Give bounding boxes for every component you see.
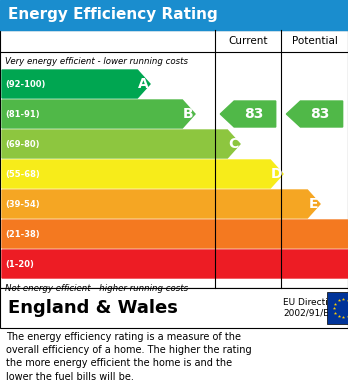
Text: The energy efficiency rating is a measure of the
overall efficiency of a home. T: The energy efficiency rating is a measur… bbox=[6, 332, 252, 382]
Polygon shape bbox=[2, 220, 348, 248]
Text: 83: 83 bbox=[310, 107, 330, 121]
Text: (92-100): (92-100) bbox=[5, 79, 45, 88]
Text: Potential: Potential bbox=[292, 36, 338, 46]
Text: England & Wales: England & Wales bbox=[8, 299, 178, 317]
Text: (69-80): (69-80) bbox=[5, 140, 40, 149]
Bar bbox=[0, 0, 348, 30]
Text: (81-91): (81-91) bbox=[5, 109, 40, 118]
Text: 83: 83 bbox=[244, 107, 263, 121]
Text: (1-20): (1-20) bbox=[5, 260, 34, 269]
Text: Energy Efficiency Rating: Energy Efficiency Rating bbox=[8, 7, 218, 23]
Text: EU Directive
2002/91/EC: EU Directive 2002/91/EC bbox=[283, 298, 339, 318]
Polygon shape bbox=[2, 70, 150, 98]
Text: C: C bbox=[228, 137, 238, 151]
Polygon shape bbox=[2, 190, 320, 218]
Text: Not energy efficient - higher running costs: Not energy efficient - higher running co… bbox=[5, 284, 188, 293]
Text: (39-54): (39-54) bbox=[5, 199, 40, 208]
Text: (21-38): (21-38) bbox=[5, 230, 40, 239]
Polygon shape bbox=[2, 130, 240, 158]
Bar bbox=[0, 30, 348, 288]
Bar bbox=[327, 292, 348, 324]
Polygon shape bbox=[2, 250, 348, 278]
Polygon shape bbox=[286, 101, 343, 127]
Text: Current: Current bbox=[228, 36, 268, 46]
Text: E: E bbox=[308, 197, 318, 211]
Polygon shape bbox=[220, 101, 276, 127]
Text: B: B bbox=[183, 107, 193, 121]
Text: A: A bbox=[138, 77, 149, 91]
Polygon shape bbox=[2, 160, 283, 188]
Text: (55-68): (55-68) bbox=[5, 170, 40, 179]
Bar bbox=[0, 288, 348, 328]
Text: Very energy efficient - lower running costs: Very energy efficient - lower running co… bbox=[5, 57, 188, 66]
Polygon shape bbox=[2, 100, 195, 128]
Text: D: D bbox=[270, 167, 282, 181]
